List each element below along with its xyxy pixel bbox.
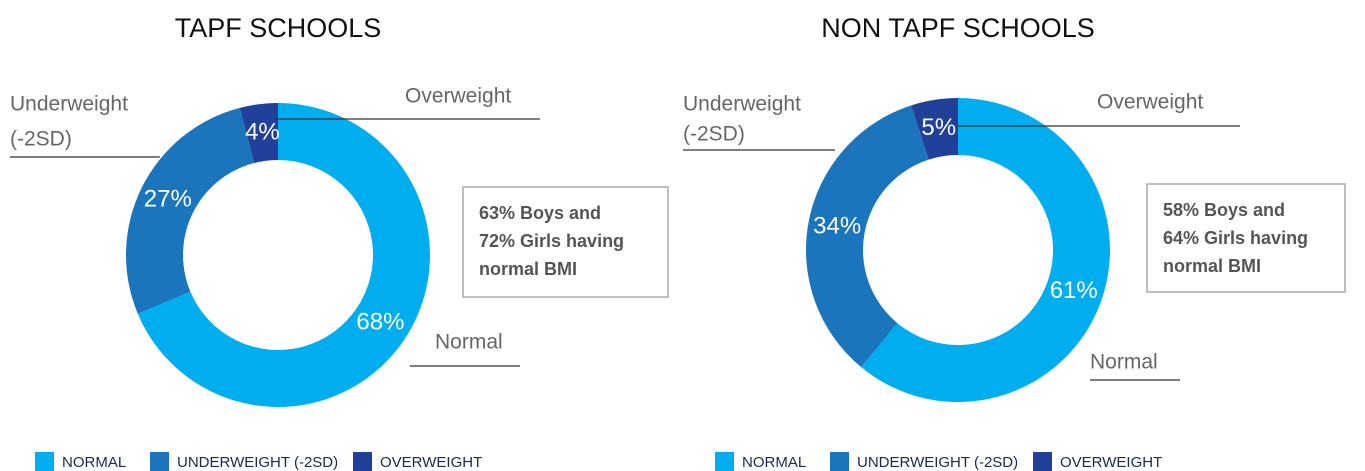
callout-label: Overweight <box>1097 91 1203 114</box>
callout-label: Normal <box>435 331 503 354</box>
legend-swatch <box>1033 452 1052 471</box>
donut-slice <box>861 98 1110 402</box>
annotation-text: 64% Girls having <box>1163 228 1308 248</box>
legend-label: UNDERWEIGHT (-2SD) <box>857 454 1018 471</box>
value-label: 61% <box>1050 277 1098 304</box>
chart-title: NON TAPF SCHOOLS <box>821 13 1095 43</box>
legend-label: OVERWEIGHT <box>380 454 482 471</box>
callout-label: (-2SD) <box>10 128 72 151</box>
legend-swatch <box>715 452 734 471</box>
callout-label: (-2SD) <box>683 123 745 146</box>
annotation-text: 63% Boys and <box>479 203 601 223</box>
callout-label: Overweight <box>405 85 511 108</box>
value-label: 27% <box>144 186 192 213</box>
chart-title: TAPF SCHOOLS <box>175 13 382 43</box>
value-label: 68% <box>356 308 404 335</box>
callout-label: Underweight <box>683 93 801 116</box>
callout-label: Normal <box>1090 351 1158 374</box>
legend-swatch <box>830 452 849 471</box>
value-label: 34% <box>813 212 861 239</box>
annotation-text: normal BMI <box>479 259 577 279</box>
annotation-box <box>1146 183 1346 293</box>
legend-label: UNDERWEIGHT (-2SD) <box>177 454 338 471</box>
donut-slice <box>911 98 958 160</box>
legend-swatch <box>353 452 372 471</box>
legend-swatch <box>150 452 169 471</box>
donut-slice <box>239 103 278 164</box>
legend-label: NORMAL <box>742 454 806 471</box>
annotation-text: 72% Girls having <box>479 231 624 251</box>
value-label: 5% <box>921 114 956 141</box>
annotation-text: 58% Boys and <box>1163 200 1285 220</box>
legend-label: OVERWEIGHT <box>1060 454 1162 471</box>
legend-label: NORMAL <box>62 454 126 471</box>
donut-slice <box>126 107 255 314</box>
annotation-box <box>462 186 669 298</box>
donut-slice <box>137 103 430 408</box>
donut-slice <box>806 105 929 368</box>
annotation-text: normal BMI <box>1163 256 1261 276</box>
legend-swatch <box>35 452 54 471</box>
value-label: 4% <box>245 118 280 145</box>
callout-label: Underweight <box>10 93 128 116</box>
